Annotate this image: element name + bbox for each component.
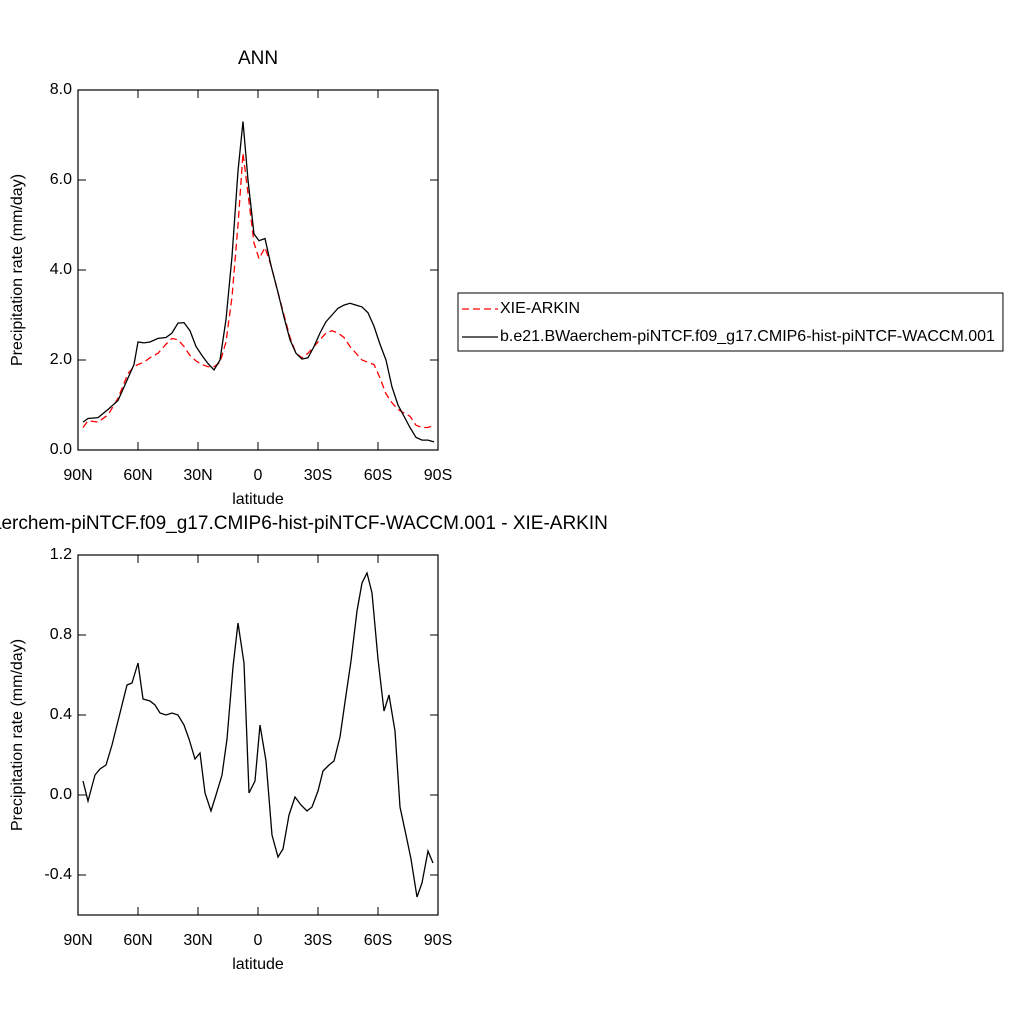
chart-title: b.e21.BWaerchem-piNTCF.f09_g17.CMIP6-his… [0,513,608,534]
x-tick-label: 30N [183,932,212,949]
x-tick-label: 90N [63,932,92,949]
y-tick-label: 1.2 [50,546,72,563]
x-tick-label: 30S [304,467,332,484]
y-tick-label: 0.4 [50,706,72,723]
x-tick-label: 60S [364,467,392,484]
y-axis-label: Precipitation rate (mm/day) [9,174,26,366]
data-line [82,121,435,443]
y-tick-label: 8.0 [50,81,72,98]
y-tick-label: 4.0 [50,261,72,278]
x-tick-label: 90S [424,467,452,484]
x-tick-label: 60N [123,467,152,484]
plot-frame [77,554,439,916]
x-tick-label: 60S [364,932,392,949]
data-line [82,152,435,429]
x-tick-label: 90N [63,467,92,484]
legend-label: b.e21.BWaerchem-piNTCF.f09_g17.CMIP6-his… [500,328,995,345]
y-tick-label: 0.0 [50,786,72,803]
plot-frame [77,89,439,451]
y-axis-label: Precipitation rate (mm/day) [9,639,26,831]
data-line [82,571,434,898]
chart-title: ANN [238,48,278,69]
x-tick-label: 60N [123,932,152,949]
y-tick-label: 0.8 [50,626,72,643]
legend-box [457,292,1004,352]
legend-label: XIE-ARKIN [500,300,580,317]
x-tick-label: 90S [424,932,452,949]
x-axis-label: latitude [232,491,284,508]
y-tick-label: 6.0 [50,171,72,188]
x-tick-label: 0 [254,932,263,949]
x-axis-label: latitude [232,956,284,973]
x-tick-label: 30S [304,932,332,949]
x-tick-label: 0 [254,467,263,484]
y-tick-label: 2.0 [50,351,72,368]
y-tick-label: 0.0 [50,441,72,458]
x-tick-label: 30N [183,467,212,484]
y-tick-label: -0.4 [44,866,72,883]
